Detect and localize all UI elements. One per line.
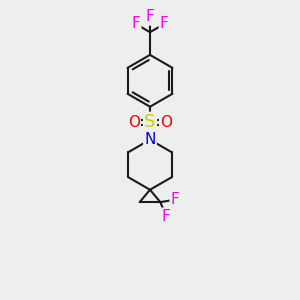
Text: S: S	[144, 113, 156, 131]
Text: F: F	[171, 192, 179, 207]
Text: N: N	[144, 132, 156, 147]
Text: F: F	[160, 16, 169, 32]
Text: O: O	[128, 115, 140, 130]
Text: O: O	[160, 115, 172, 130]
Text: F: F	[161, 209, 170, 224]
Text: F: F	[131, 16, 140, 32]
Text: F: F	[146, 9, 154, 24]
